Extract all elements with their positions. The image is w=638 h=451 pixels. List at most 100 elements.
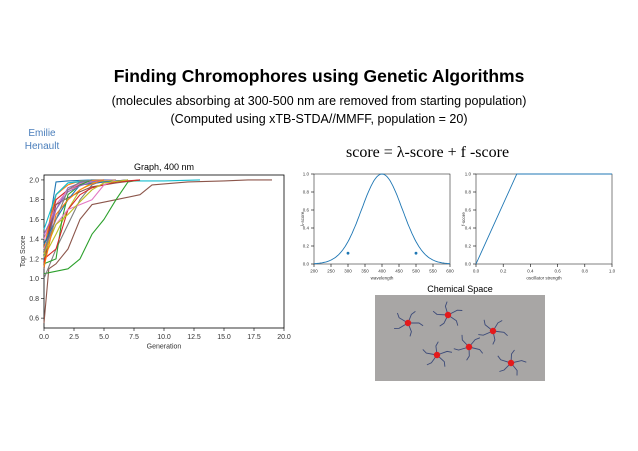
marker-point-1 [346, 251, 350, 255]
molecule-branch [422, 349, 438, 356]
x-tick-label: 0.0 [473, 269, 480, 274]
y-tick-label: 0.6 [303, 208, 310, 213]
f-score-line [475, 173, 612, 265]
y-tick-label: 0.0 [465, 262, 472, 267]
x-axis-label: Generation [147, 344, 182, 351]
x-tick-label: 350 [361, 269, 369, 274]
gaussian-curve [313, 173, 451, 265]
x-tick-label: 600 [446, 269, 454, 274]
y-tick-label: 1.4 [29, 237, 39, 244]
molecule-branch [447, 309, 463, 316]
x-tick-label: 300 [344, 269, 352, 274]
y-tick-label: 0.2 [303, 244, 310, 249]
x-tick-label: 0.4 [527, 269, 534, 274]
x-tick-label: 2.5 [69, 334, 79, 341]
y-tick-label: 0.4 [465, 226, 472, 231]
molecule-branch [394, 322, 409, 329]
y-tick-label: 1.2 [29, 256, 39, 263]
y-tick-label: 0.0 [303, 262, 310, 267]
molecule-branch [468, 337, 481, 348]
molecule-branch [453, 346, 470, 351]
series-line-20 [43, 179, 93, 252]
y-tick-label: 0.6 [29, 316, 39, 323]
chemical-space-background [375, 295, 545, 381]
lambda-score-chart: 200 250 300 350 400 450 500 550 600 0.0 0.2 0.4 0.6 0… [300, 172, 454, 281]
molecule-branch [510, 360, 527, 364]
molecule-5 [453, 334, 484, 361]
y-tick-label: 0.6 [465, 208, 472, 213]
y-tick-label: 0.8 [29, 296, 39, 303]
top-score-chart: 0.0 2.5 5.0 7.5 10.0 12.5 15.0 17.5 20.0 0.6 0.8 1.… [20, 162, 291, 351]
molecule-branch [499, 362, 512, 372]
series-line-4 [43, 179, 141, 275]
molecule-2 [432, 301, 463, 327]
y-axis-label: λ-score [300, 211, 305, 226]
chemical-space-label: Chemical Space [427, 284, 493, 294]
x-tick-label: 450 [395, 269, 403, 274]
x-tick-label: 17.5 [247, 334, 261, 341]
x-tick-label: 10.0 [157, 334, 171, 341]
x-tick-label: 0.8 [582, 269, 589, 274]
f-score-chart: 0.0 0.2 0.4 0.6 0.8 1.0 0.0 0.2 0.4 0.6 0.8 1.0 osci… [461, 172, 616, 281]
molecule-branch [492, 330, 508, 337]
molecule-branch [461, 334, 470, 348]
y-tick-label: 0.8 [303, 190, 310, 195]
molecule-branch [436, 354, 446, 367]
slide-subtitle-1: (molecules absorbing at 300-500 nm are r… [111, 94, 527, 108]
x-tick-label: 0.2 [500, 269, 507, 274]
molecule-core [404, 319, 412, 327]
molecule-branch [483, 319, 494, 332]
author-last-name: Henault [24, 141, 60, 152]
molecule-branch [396, 312, 409, 324]
chemical-space-image [375, 295, 545, 381]
molecule-branch [468, 346, 484, 354]
y-tick-label: 2.0 [29, 177, 39, 184]
x-tick-label: 20.0 [277, 334, 291, 341]
x-axis-label: oscillator strength [526, 275, 562, 280]
molecule-branch [478, 330, 494, 336]
y-tick-label: 0.4 [303, 226, 310, 231]
x-tick-label: 0.0 [39, 334, 49, 341]
y-tick-label: 1.0 [465, 172, 472, 177]
author-first-name: Emilie [28, 128, 56, 139]
y-tick-label: 1.0 [303, 172, 310, 177]
series-line-1 [43, 179, 272, 324]
x-tick-label: 7.5 [129, 334, 139, 341]
x-tick-label: 250 [327, 269, 335, 274]
molecule-branch [426, 354, 438, 366]
x-tick-label: 15.0 [217, 334, 231, 341]
series-line-13 [43, 179, 93, 265]
molecule-branch [497, 355, 512, 364]
molecule-core [507, 359, 515, 367]
molecule-branch [447, 314, 459, 326]
molecule-1 [394, 311, 424, 337]
x-tick-label: 550 [429, 269, 437, 274]
series-line-18 [43, 179, 129, 255]
x-tick-label: 12.5 [187, 334, 201, 341]
marker-point-2 [414, 251, 418, 255]
molecule-4 [422, 341, 453, 367]
plot-frame [313, 173, 451, 265]
y-tick-label: 1.0 [29, 276, 39, 283]
molecule-branch [432, 310, 449, 316]
y-tick-label: 1.8 [29, 197, 39, 204]
plot-frame [43, 174, 285, 329]
x-axis-label: wavelength [371, 275, 394, 280]
x-tick-label: 1.0 [609, 269, 616, 274]
molecule-6 [497, 349, 527, 376]
y-tick-label: 1.6 [29, 217, 39, 224]
y-tick-label: 0.8 [465, 190, 472, 195]
chart-title: Graph, 400 nm [134, 162, 194, 172]
molecule-branch [408, 322, 424, 327]
molecule-core [489, 327, 497, 335]
molecule-branch [510, 362, 518, 376]
series-line-15 [43, 179, 105, 235]
slide-subtitle-2: (Computed using xTB-STDA//MMFF, populati… [170, 112, 468, 126]
y-axis-label: f-score [461, 212, 466, 226]
x-tick-label: 0.6 [554, 269, 561, 274]
molecule-branch [436, 350, 453, 356]
molecule-core [433, 351, 441, 359]
molecule-core [465, 343, 473, 351]
molecule-3 [478, 319, 508, 345]
score-formula: score = λ-score + f -score [346, 144, 510, 161]
